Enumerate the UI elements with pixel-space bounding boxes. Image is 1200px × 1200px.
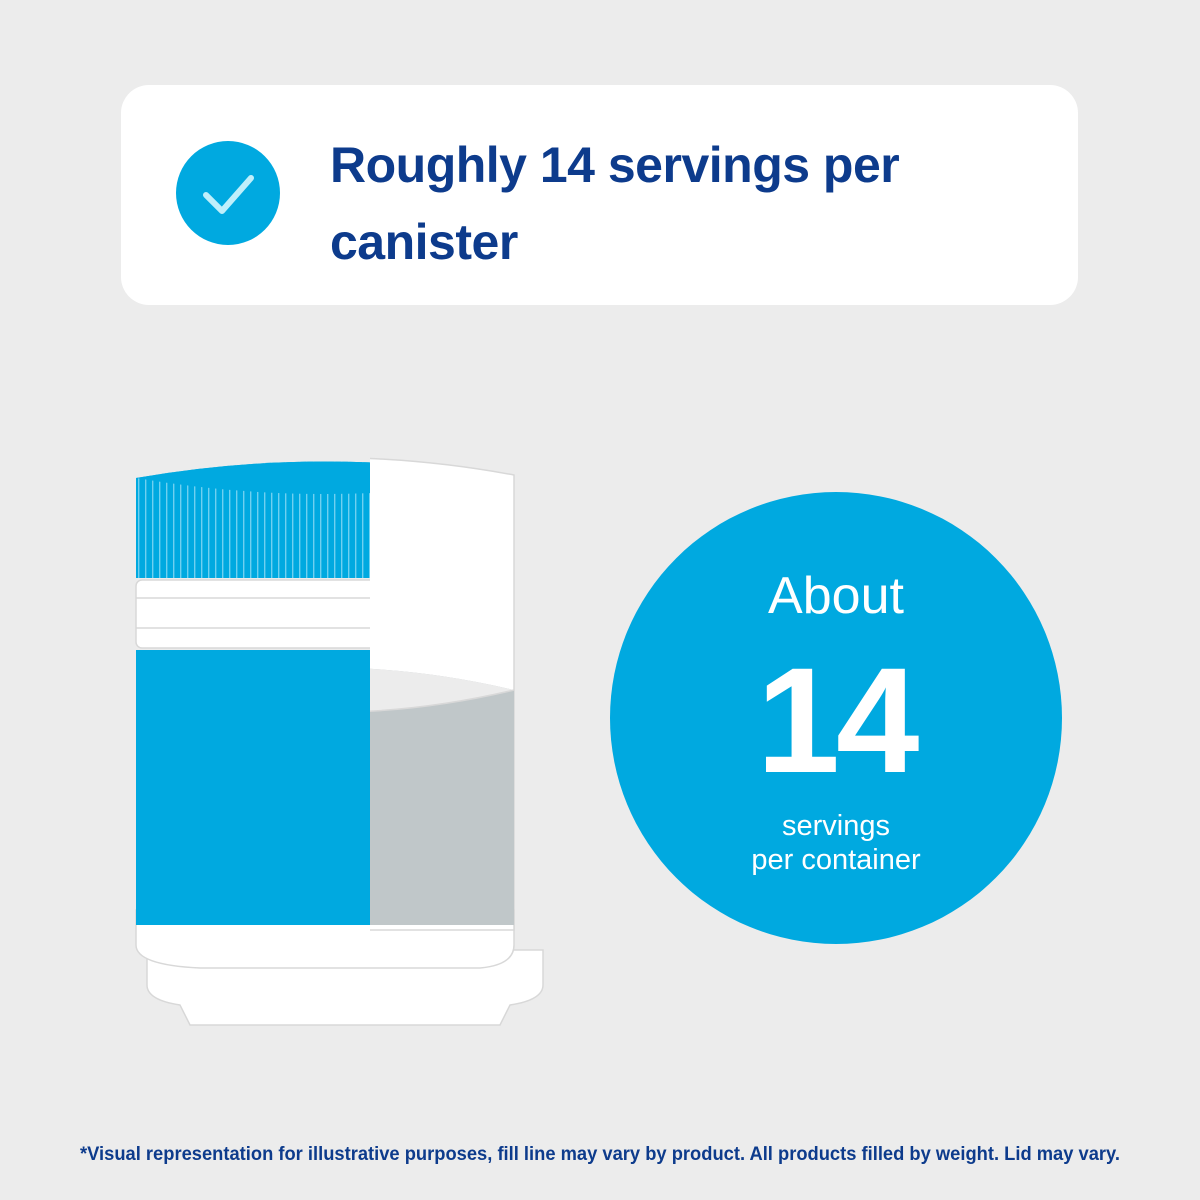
servings-badge bbox=[610, 492, 1062, 944]
contents-surface bbox=[370, 668, 514, 712]
canister-label bbox=[136, 650, 370, 925]
header-title-line: canister bbox=[330, 214, 518, 270]
fill-line bbox=[370, 689, 515, 712]
badge-caption: per container bbox=[751, 844, 921, 876]
header-card bbox=[121, 85, 1078, 305]
badge-caption: servings bbox=[782, 810, 890, 842]
badge-lead: About bbox=[768, 567, 904, 625]
badge-number: 14 bbox=[757, 636, 919, 804]
footnote: *Visual representation for illustrative … bbox=[80, 1144, 1120, 1165]
canister-collar bbox=[135, 579, 370, 649]
header-title-line: Roughly 14 servings per bbox=[330, 137, 899, 193]
lid-top bbox=[136, 461, 370, 494]
check-badge bbox=[176, 141, 280, 245]
check-icon bbox=[203, 175, 254, 214]
canister-contents bbox=[370, 668, 514, 925]
canister bbox=[135, 457, 544, 1026]
